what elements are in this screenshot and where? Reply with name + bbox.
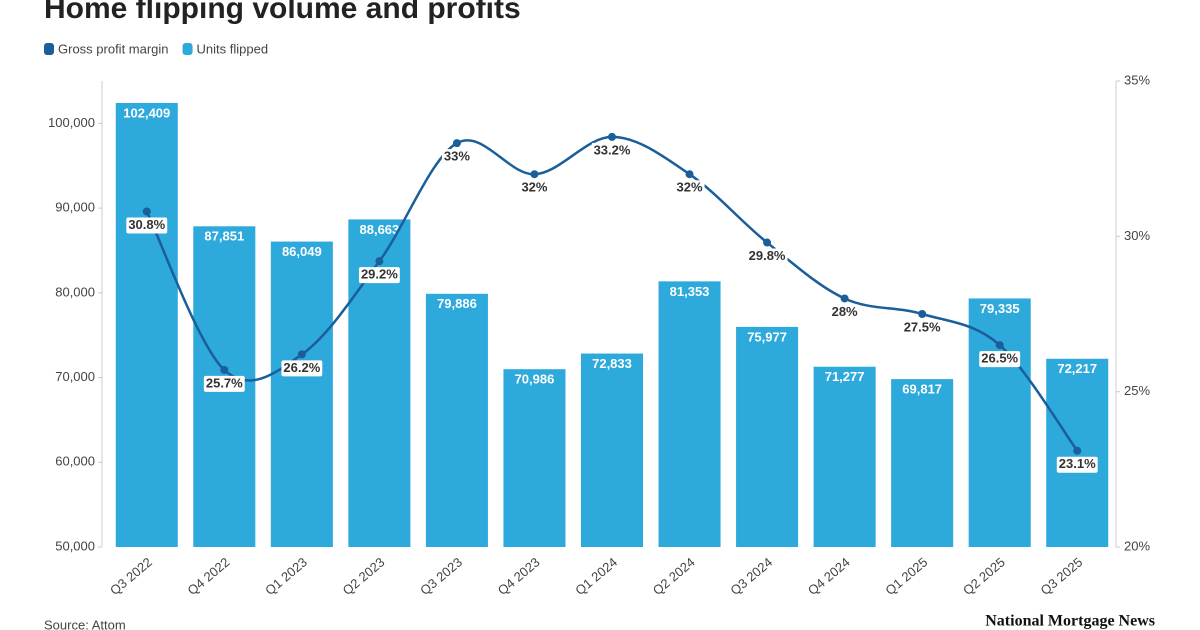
line-label-bg <box>519 180 550 197</box>
bar-value-label: 75,977 <box>747 329 787 344</box>
line-point <box>918 310 927 318</box>
y-tick-label: 80,000 <box>55 284 95 299</box>
bar-value-label: 69,817 <box>902 382 942 397</box>
line-label-bg <box>1056 456 1098 473</box>
legend-label: Gross profit margin <box>58 41 169 56</box>
line-label-bg <box>829 304 860 321</box>
line-point <box>375 257 384 266</box>
line-value-label: 32% <box>521 180 547 195</box>
line-label-bg <box>746 248 788 265</box>
x-tick-label: Q1 2025 <box>882 554 930 598</box>
legend-swatch <box>182 43 193 55</box>
legend-label: Units flipped <box>197 41 269 56</box>
legend-swatch <box>44 43 54 55</box>
bar-value-label: 79,886 <box>437 296 477 311</box>
bar <box>968 298 1031 547</box>
x-tick-label: Q4 2022 <box>185 554 233 598</box>
line-label-bg <box>441 149 472 166</box>
y-tick-label: 50,000 <box>55 538 95 553</box>
line-point <box>220 365 229 374</box>
line-value-label: 33% <box>444 149 470 164</box>
bar-value-label: 72,217 <box>1057 361 1097 376</box>
bar-value-label: 81,353 <box>670 284 710 299</box>
line-point <box>763 238 772 247</box>
brand: National Mortgage News <box>985 613 1155 630</box>
bar <box>658 281 721 547</box>
line-label-bg <box>901 320 943 336</box>
line-label-bg <box>281 360 323 377</box>
line-value-label: 28% <box>832 304 858 319</box>
line-value-label: 27.5% <box>904 319 941 334</box>
x-tick-label: Q2 2023 <box>340 554 388 598</box>
bar <box>736 326 799 547</box>
line-label-bg <box>358 267 400 284</box>
line-value-label: 33.2% <box>594 142 631 157</box>
x-tick-label: Q3 2022 <box>107 554 155 598</box>
line-label-bg <box>979 351 1021 368</box>
y-tick-label: 100,000 <box>48 115 95 130</box>
source: Source: Attom <box>44 617 126 630</box>
line-point <box>1073 446 1082 455</box>
line-label-bg <box>126 217 168 234</box>
line-value-label: 26.2% <box>283 360 320 375</box>
bar-value-label: 79,335 <box>980 301 1020 316</box>
y2-tick-label: 25% <box>1124 383 1150 398</box>
y2-tick-label: 30% <box>1124 228 1150 243</box>
line-value-label: 29.2% <box>361 267 398 282</box>
x-tick-label: Q4 2023 <box>495 554 543 598</box>
bar-value-label: 72,833 <box>592 356 632 371</box>
line-point <box>995 341 1004 350</box>
bar-value-label: 87,851 <box>204 229 244 244</box>
bar-value-label: 86,049 <box>282 244 322 259</box>
line-label-bg <box>674 180 705 197</box>
bar <box>503 369 566 547</box>
bar <box>270 241 333 547</box>
x-tick-label: Q4 2024 <box>805 554 853 598</box>
line-value-label: 32% <box>677 180 703 195</box>
line-point <box>530 170 539 179</box>
bar <box>813 366 876 547</box>
line-value-label: 26.5% <box>981 351 1018 366</box>
bar-value-label: 88,663 <box>360 222 400 237</box>
line-point <box>608 132 616 141</box>
x-tick-label: Q1 2023 <box>262 554 310 598</box>
chart-title: Home flipping volume and profits <box>44 0 521 25</box>
line-point <box>840 294 849 303</box>
x-tick-label: Q3 2025 <box>1038 554 1086 598</box>
bar-value-label: 71,277 <box>825 369 865 384</box>
bar <box>425 293 488 547</box>
line-point <box>685 170 694 179</box>
x-tick-label: Q2 2025 <box>960 554 1008 598</box>
line-point <box>452 139 461 148</box>
x-tick-label: Q3 2023 <box>417 554 465 598</box>
y-tick-label: 90,000 <box>55 200 95 215</box>
line-point <box>297 350 306 359</box>
x-tick-label: Q3 2024 <box>727 554 775 598</box>
y-tick-label: 60,000 <box>55 454 95 469</box>
line-value-label: 25.7% <box>206 375 243 390</box>
y2-tick-label: 20% <box>1124 538 1150 553</box>
y2-tick-label: 35% <box>1124 72 1150 87</box>
bar-value-label: 102,409 <box>123 105 170 120</box>
x-tick-label: Q1 2024 <box>572 554 620 598</box>
line-label-bg <box>591 142 633 159</box>
line-value-label: 29.8% <box>749 248 786 263</box>
bar <box>115 102 178 548</box>
y-tick-label: 70,000 <box>55 369 95 384</box>
line-value-label: 23.1% <box>1059 456 1096 471</box>
x-tick-label: Q2 2024 <box>650 554 698 598</box>
line-value-label: 30.8% <box>128 217 165 232</box>
line-point <box>142 207 151 216</box>
line-label-bg <box>203 375 245 392</box>
bar <box>891 379 954 547</box>
bar-value-label: 70,986 <box>515 372 555 387</box>
bar <box>580 353 644 547</box>
